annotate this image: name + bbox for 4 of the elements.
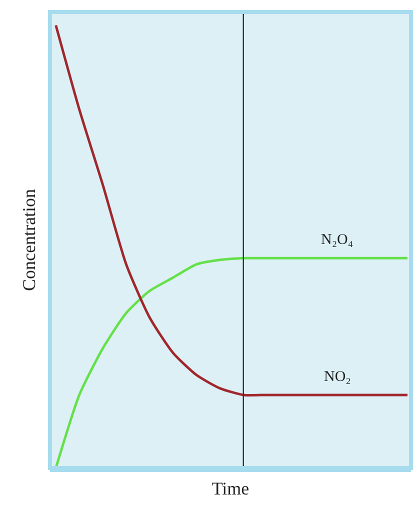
y-axis-title: Concentration bbox=[19, 189, 40, 291]
x-axis-title: Time bbox=[212, 478, 250, 499]
series-label: N₂O₄ bbox=[321, 232, 354, 248]
series-label: NO₂ bbox=[324, 369, 351, 385]
